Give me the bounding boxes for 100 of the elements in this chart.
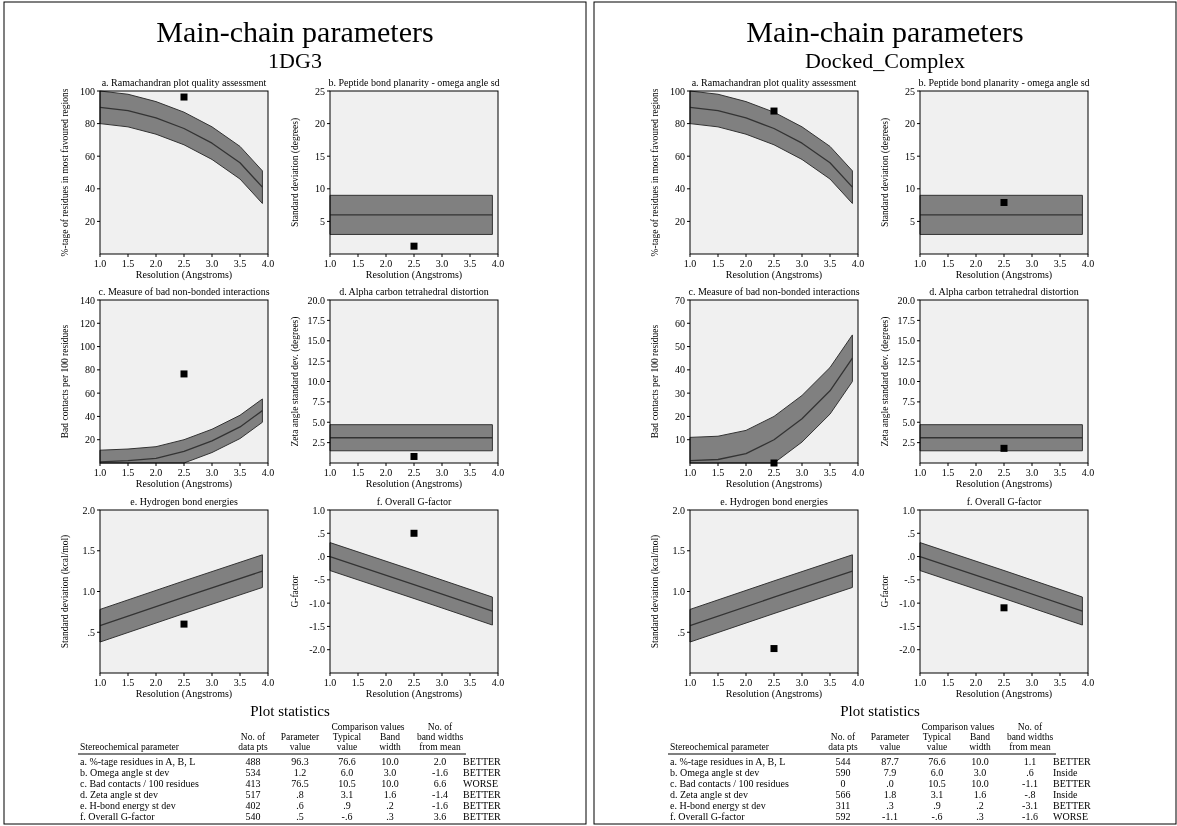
text: Main-chain parameters xyxy=(156,15,434,48)
y-tick-label: 25 xyxy=(905,85,915,97)
text: -1.1 xyxy=(1022,778,1038,789)
text: Parameter value xyxy=(280,732,321,752)
x-tick-label: 4.0 xyxy=(491,677,505,688)
x-axis-title: Resolution (Angstroms) xyxy=(725,478,823,490)
text: .5 xyxy=(296,811,304,822)
text: c. Bad contacts / 100 residues xyxy=(80,778,199,789)
chart-title: a. Ramachandran plot quality assessment xyxy=(691,77,857,88)
x-tick-label: 3.0 xyxy=(205,258,219,269)
chart-title: c. Measure of bad non-bonded interactions xyxy=(98,286,270,297)
x-tick-label: 2.5 xyxy=(407,258,421,269)
x-tick-label: 4.0 xyxy=(261,258,275,269)
x-tick-label: 2.0 xyxy=(739,467,753,478)
y-tick-label: 20 xyxy=(315,118,325,130)
text: d. Zeta angle st dev xyxy=(80,789,159,800)
text: e. H-bond energy st dev xyxy=(670,800,766,811)
x-tick-label: 1.5 xyxy=(121,258,135,269)
text: 566 xyxy=(835,789,851,800)
x-tick-label: 1.5 xyxy=(351,467,365,478)
y-tick-label: 1.5 xyxy=(82,545,95,557)
x-tick-label: 3.5 xyxy=(1053,467,1067,478)
y-tick-label: 5.0 xyxy=(902,416,915,428)
y-tick-label: 80 xyxy=(85,118,95,130)
text: BETTER xyxy=(463,811,502,822)
y-axis-title: G-factor xyxy=(290,574,300,608)
text: -.6 xyxy=(931,811,943,822)
x-tick-label: 2.0 xyxy=(149,258,163,269)
x-tick-label: 1.5 xyxy=(941,467,955,478)
y-tick-label: 17.5 xyxy=(307,314,325,326)
x-tick-label: 3.5 xyxy=(1053,677,1067,688)
x-tick-label: 1.0 xyxy=(683,467,697,478)
x-tick-label: 4.0 xyxy=(1081,677,1095,688)
y-tick-label: 10.0 xyxy=(307,376,325,387)
x-tick-label: 3.5 xyxy=(233,467,247,478)
y-tick-label: 20.0 xyxy=(307,294,325,306)
y-tick-label: 10 xyxy=(315,183,325,195)
text: 6.6 xyxy=(433,778,447,789)
y-tick-label: 1.0 xyxy=(312,504,325,516)
y-axis-title: Bad contacts per 100 residues xyxy=(60,324,70,439)
y-axis-title: %-tage of residues in most favoured regions xyxy=(60,88,70,257)
x-tick-label: 2.5 xyxy=(997,677,1011,688)
x-tick-label: 2.5 xyxy=(177,677,191,688)
x-tick-label: 3.0 xyxy=(205,677,219,688)
y-axis-title: Zeta angle standard dev. (degrees) xyxy=(290,316,301,447)
text: -3.1 xyxy=(1022,800,1038,811)
x-tick-label: 2.5 xyxy=(997,258,1011,269)
y-tick-label: 70 xyxy=(675,294,685,306)
y-tick-label: 1.0 xyxy=(902,504,915,516)
y-tick-label: 2.0 xyxy=(82,504,95,516)
chart-title: b. Peptide bond planarity - omega angle sd xyxy=(328,77,500,88)
x-tick-label: 3.5 xyxy=(823,467,837,478)
x-tick-label: 4.0 xyxy=(851,467,865,478)
x-tick-label: 2.0 xyxy=(379,258,393,269)
text: No. of data pts xyxy=(828,732,858,752)
y-axis-title: Bad contacts per 100 residues xyxy=(650,324,660,439)
chart-title: f. Overall G-factor xyxy=(376,496,453,507)
text: 311 xyxy=(835,800,851,811)
text: Inside xyxy=(1053,767,1078,778)
x-tick-label: 3.5 xyxy=(463,467,477,478)
text: f. Overall G-factor xyxy=(80,811,156,822)
x-tick-label: 2.0 xyxy=(149,677,163,688)
x-tick-label: 3.0 xyxy=(1025,467,1039,478)
text: 544 xyxy=(835,756,851,767)
text: BETTER xyxy=(463,756,502,767)
text: .8 xyxy=(296,789,304,800)
text: No. of band widths from mean xyxy=(416,722,464,752)
text: Inside xyxy=(1053,789,1078,800)
x-tick-label: 3.5 xyxy=(823,677,837,688)
x-tick-label: 1.5 xyxy=(121,467,135,478)
text: 10.5 xyxy=(928,778,946,789)
y-tick-label: -.5 xyxy=(314,574,325,586)
text: 6.0 xyxy=(340,767,354,778)
x-axis-title: Resolution (Angstroms) xyxy=(725,688,823,700)
x-tick-label: 1.0 xyxy=(683,258,697,269)
text: BETTER xyxy=(463,789,502,800)
y-tick-label: 120 xyxy=(80,317,95,329)
x-tick-label: 1.5 xyxy=(941,258,955,269)
x-tick-label: 4.0 xyxy=(1081,467,1095,478)
y-axis-title: Zeta angle standard dev. (degrees) xyxy=(880,316,891,447)
y-tick-label: .5 xyxy=(907,527,915,539)
text: 96.3 xyxy=(291,756,309,767)
y-tick-label: 5.0 xyxy=(312,416,325,428)
text: Stereochemical parameter xyxy=(670,742,770,752)
text: 76.6 xyxy=(928,756,946,767)
text: Plot statistics xyxy=(250,703,330,719)
text: -.6 xyxy=(341,811,353,822)
x-tick-label: 3.5 xyxy=(463,677,477,688)
y-tick-label: .0 xyxy=(907,551,915,563)
text: 534 xyxy=(245,767,261,778)
text: .3 xyxy=(386,811,394,822)
x-tick-label: 3.5 xyxy=(1053,258,1067,269)
text: .3 xyxy=(976,811,984,822)
text: 10.0 xyxy=(381,778,399,789)
chart-title: a. Ramachandran plot quality assessment xyxy=(101,77,267,88)
x-axis-title: Resolution (Angstroms) xyxy=(955,478,1053,490)
text: -1.1 xyxy=(882,811,898,822)
y-tick-label: 5 xyxy=(320,215,325,227)
text: c. Bad contacts / 100 residues xyxy=(670,778,789,789)
text: 3.0 xyxy=(973,767,987,778)
